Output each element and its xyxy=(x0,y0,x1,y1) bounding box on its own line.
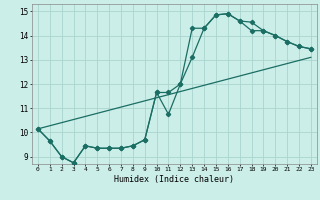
X-axis label: Humidex (Indice chaleur): Humidex (Indice chaleur) xyxy=(115,175,234,184)
